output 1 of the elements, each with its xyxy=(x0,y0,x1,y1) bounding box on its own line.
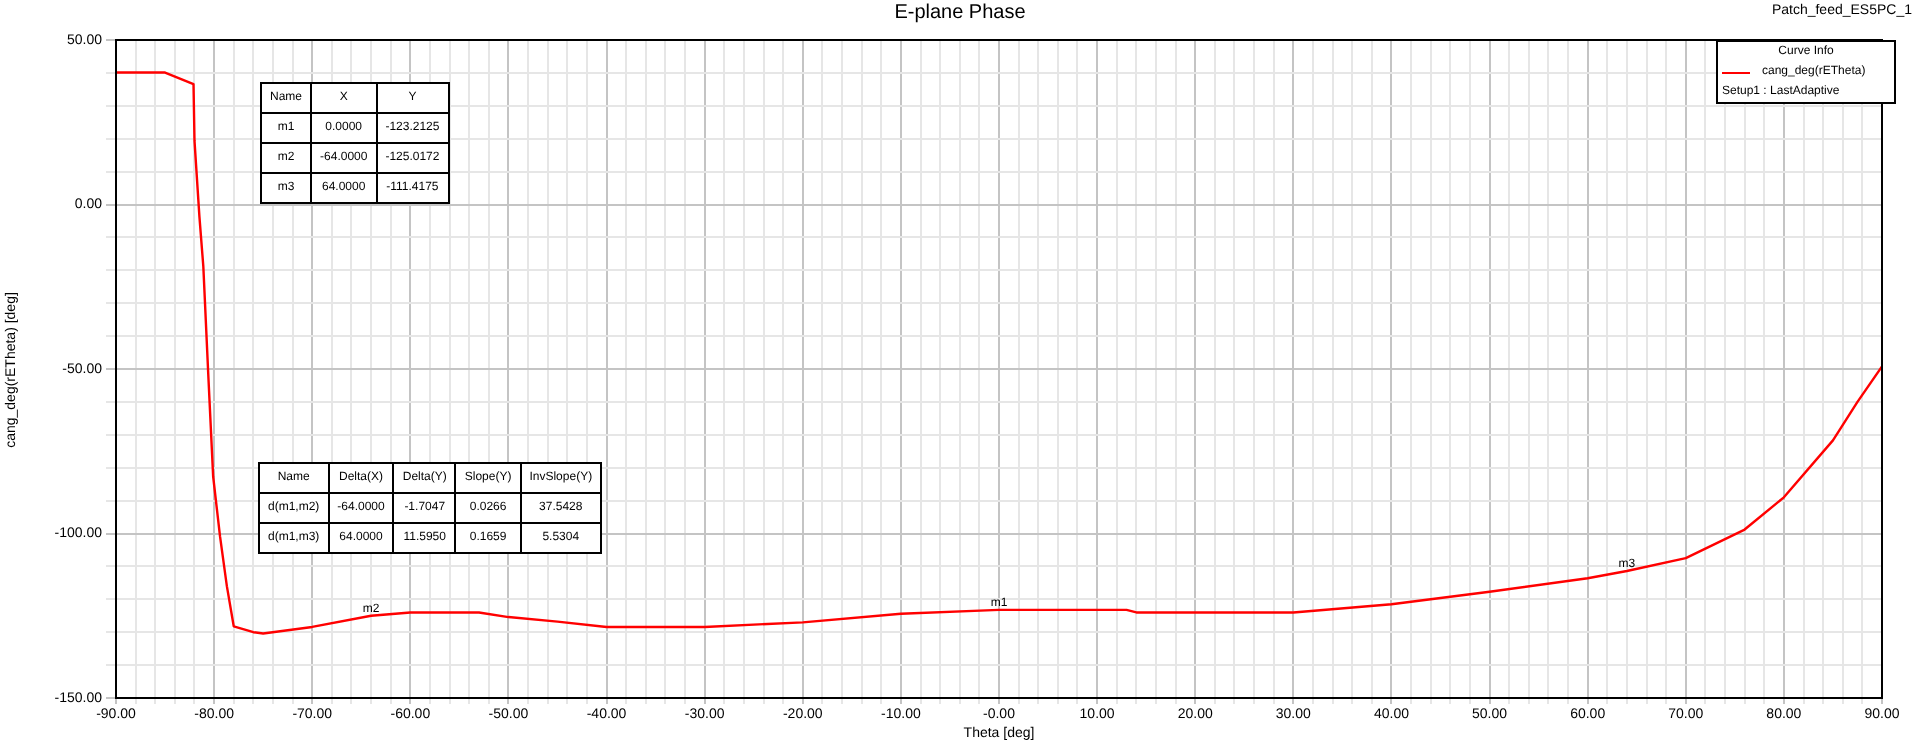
chart-title: E-plane Phase xyxy=(894,2,1026,24)
